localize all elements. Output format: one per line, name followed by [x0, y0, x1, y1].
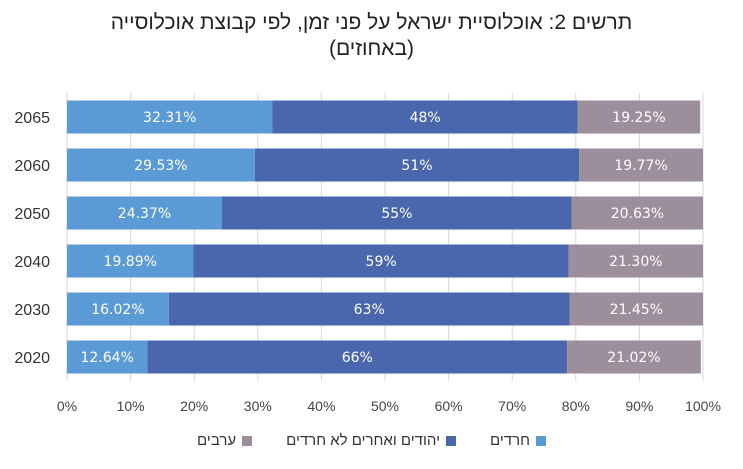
bar-segment	[254, 148, 580, 182]
x-tick-label: 60%	[435, 398, 463, 414]
data-label: 29.53%	[134, 158, 187, 174]
bar-segment	[579, 148, 703, 182]
data-label: 48%	[410, 110, 441, 126]
y-tick-label: 2040	[14, 254, 50, 271]
bar-segment	[67, 340, 148, 374]
bar-segment	[147, 340, 568, 374]
chart-title: תרשים 2: אוכלוסיית ישראל על פני זמן, לפי…	[0, 10, 743, 62]
x-tick-label: 30%	[244, 398, 272, 414]
bar-segment	[67, 100, 273, 134]
legend-swatch	[445, 435, 456, 446]
data-label: 66%	[342, 350, 373, 366]
bar-segment	[168, 292, 570, 326]
legend-label: יהודים ואחרים לא חרדים	[286, 432, 440, 449]
data-label: 12.64%	[80, 350, 133, 366]
legend-item: חרדים	[490, 432, 546, 449]
bar-segment	[67, 196, 222, 230]
chart-legend: חרדים יהודים ואחרים לא חרדים ערבים	[0, 432, 743, 449]
bar-segment	[571, 196, 703, 230]
data-label: 63%	[354, 302, 385, 318]
y-tick-label: 2030	[14, 302, 50, 319]
legend-item: ערבים	[197, 432, 253, 449]
bar-segment	[67, 292, 169, 326]
x-tick-label: 80%	[562, 398, 590, 414]
data-label: 21.30%	[609, 254, 662, 270]
data-label: 24.37%	[118, 206, 171, 222]
y-tick-label: 2065	[14, 110, 50, 127]
bar-segment	[67, 148, 255, 182]
data-label: 16.02%	[91, 302, 144, 318]
bar-segment	[568, 244, 703, 278]
bar-segment	[272, 100, 578, 134]
legend-item: יהודים ואחרים לא חרדים	[286, 432, 456, 449]
data-label: 19.77%	[614, 158, 667, 174]
x-tick-label: 70%	[498, 398, 526, 414]
data-label: 32.31%	[143, 110, 196, 126]
data-label: 55%	[381, 206, 412, 222]
data-label: 51%	[401, 158, 432, 174]
data-label: 20.63%	[611, 206, 664, 222]
y-tick-label: 2060	[14, 158, 50, 175]
x-tick-label: 0%	[57, 398, 77, 414]
chart-title-line1: תרשים 2: אוכלוסיית ישראל על פני זמן, לפי…	[110, 11, 633, 34]
bar-segment	[67, 244, 194, 278]
y-tick-label: 2020	[14, 350, 50, 367]
x-tick-label: 100%	[685, 398, 721, 414]
x-tick-label: 20%	[180, 398, 208, 414]
bar-segment	[577, 100, 701, 134]
x-tick-label: 10%	[117, 398, 145, 414]
data-label: 19.89%	[104, 254, 157, 270]
x-tick-label: 90%	[625, 398, 653, 414]
legend-label: חרדים	[489, 432, 530, 449]
chart-title-line2: (באחוזים)	[328, 37, 415, 60]
x-tick-label: 40%	[307, 398, 335, 414]
bar-segment	[193, 244, 569, 278]
y-tick-label: 2050	[14, 206, 50, 223]
legend-swatch	[242, 435, 253, 446]
bar-segment	[567, 340, 701, 374]
bar-segment	[221, 196, 572, 230]
bar-segment	[569, 292, 703, 326]
legend-swatch	[535, 435, 546, 446]
data-label: 19.25%	[612, 110, 665, 126]
data-label: 21.02%	[607, 350, 660, 366]
x-tick-label: 50%	[371, 398, 399, 414]
legend-label: ערבים	[197, 432, 237, 449]
data-label: 21.45%	[610, 302, 663, 318]
data-label: 59%	[366, 254, 397, 270]
